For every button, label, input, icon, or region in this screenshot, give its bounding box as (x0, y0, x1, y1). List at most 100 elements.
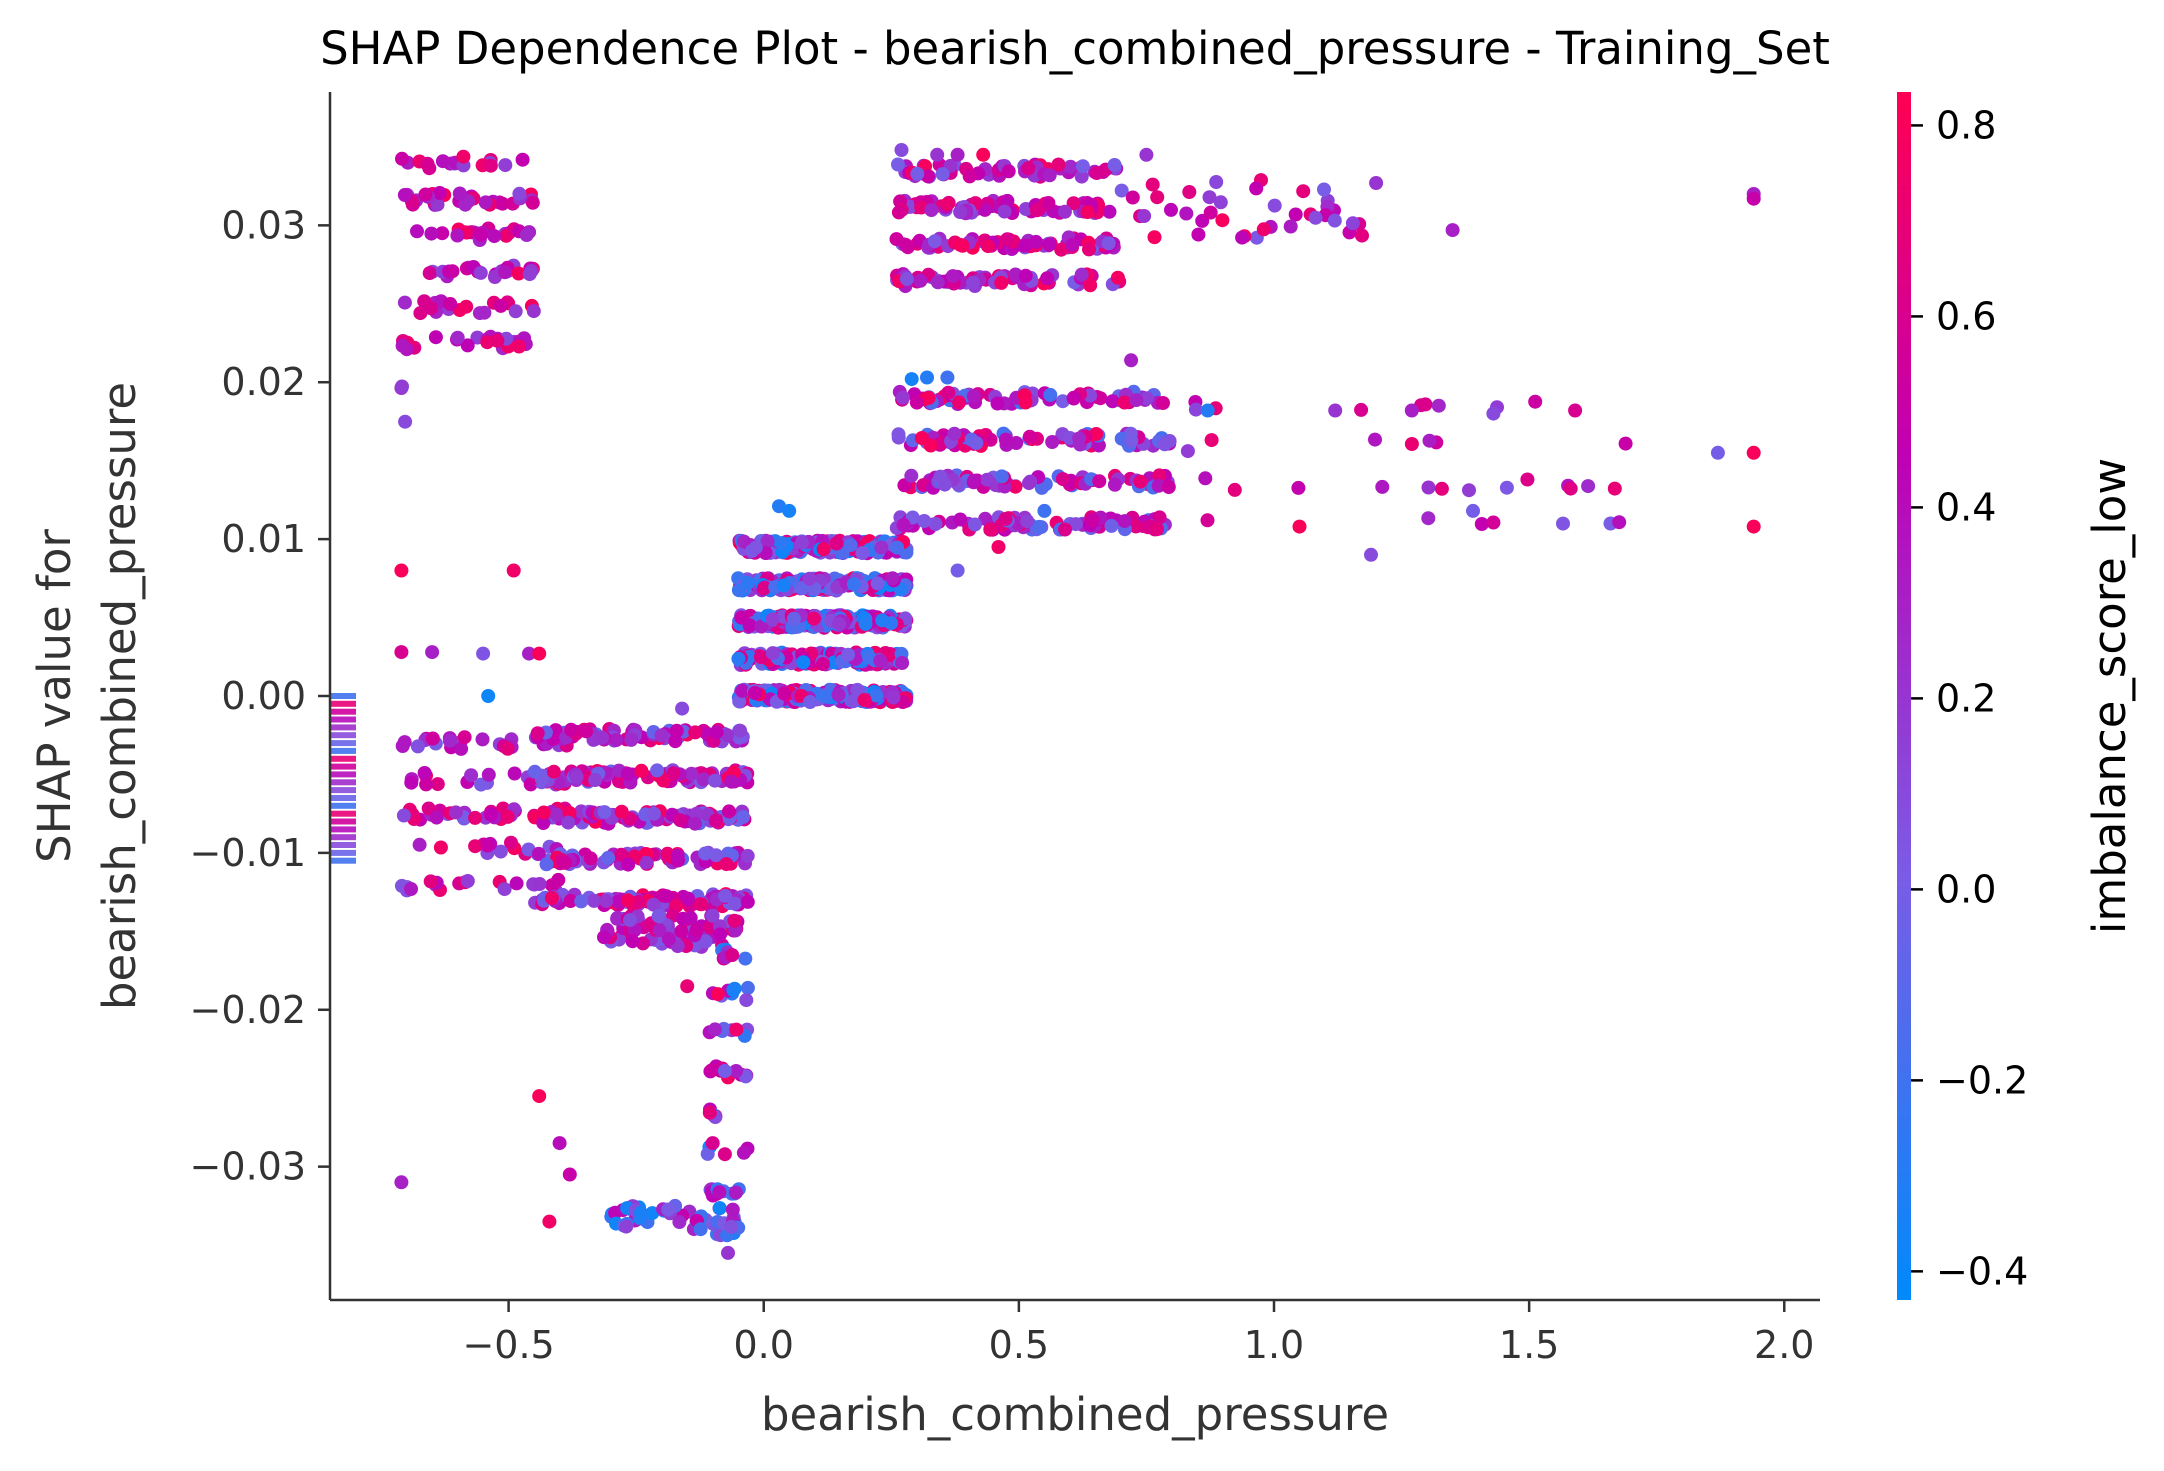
data-point-cluster-3 (583, 851, 598, 866)
data-point-cluster-6 (672, 1215, 687, 1229)
y-tick-label: −0.01 (190, 831, 306, 875)
data-point-cluster-0 (512, 339, 527, 354)
data-point-cluster-8 (1042, 237, 1057, 252)
data-point-cluster-9 (1249, 181, 1264, 196)
data-point (425, 645, 440, 660)
data-point-cluster-9 (1283, 219, 1298, 234)
data-point-cluster-0 (511, 266, 526, 281)
data-point-cluster-7 (796, 655, 811, 670)
data-point-cluster-10 (1156, 396, 1170, 410)
data-point-cluster-3 (684, 766, 699, 781)
data-point-cluster-3 (588, 773, 603, 787)
data-point-cluster-3 (707, 773, 722, 788)
data-point-cluster-6 (725, 1202, 740, 1217)
data-point (1445, 223, 1460, 238)
data-point-cluster-2 (497, 882, 512, 897)
data-point-cluster-10 (1020, 514, 1035, 529)
data-point-cluster-2 (480, 838, 495, 853)
data-point-cluster-8 (921, 169, 935, 184)
data-point (532, 646, 547, 661)
data-point-cluster-8 (1057, 204, 1072, 219)
y-axis-label-line2: bearish_combined_pressure (93, 382, 146, 1010)
data-point-cluster-10 (1139, 391, 1154, 406)
data-point-cluster-4 (652, 923, 667, 938)
data-point-cluster-3 (681, 891, 696, 906)
data-point-cluster-8 (1063, 159, 1078, 174)
data-point-cluster-7 (760, 534, 775, 549)
data-point-cluster-7 (754, 619, 769, 634)
data-point-cluster-4 (610, 911, 625, 926)
data-point-cluster-7 (765, 646, 780, 661)
data-point-cluster-2 (500, 809, 515, 824)
data-point-cluster-7 (846, 694, 861, 709)
data-point-cluster-6 (724, 1219, 739, 1234)
data-point-cluster-4 (625, 934, 640, 949)
data-point-cluster-10 (896, 517, 911, 532)
data-point-cluster-11 (1188, 402, 1203, 417)
data-point-cluster-3 (669, 723, 684, 738)
data-point-cluster-8 (962, 169, 977, 184)
data-point-cluster-11 (1434, 481, 1449, 496)
nan-marker (330, 810, 356, 817)
data-point (552, 1136, 567, 1151)
data-point-cluster-3 (587, 893, 601, 908)
data-point-cluster-7 (818, 689, 833, 704)
data-point-cluster-3 (688, 816, 703, 831)
data-point-cluster-3 (720, 728, 735, 743)
data-point-cluster-0 (435, 154, 450, 169)
nan-marker (330, 787, 356, 794)
data-point (394, 1175, 409, 1190)
data-point-cluster-3 (601, 850, 616, 865)
data-point-cluster-10 (937, 477, 952, 492)
x-axis-label: bearish_combined_pressure (761, 1388, 1389, 1441)
data-point-cluster-2 (404, 882, 418, 896)
data-point-cluster-11 (1198, 471, 1213, 486)
data-point-cluster-2 (464, 768, 479, 783)
data-point-cluster-0 (418, 187, 433, 202)
data-point-cluster-10 (1104, 518, 1119, 533)
colorbar-ticks: −0.4 −0.2 0.0 0.2 0.4 0.6 0.8 (1911, 103, 2028, 1293)
data-point-cluster-4 (683, 910, 698, 925)
data-point-cluster-10 (941, 385, 956, 400)
x-tick-label: 1.5 (1499, 1323, 1559, 1367)
data-point-cluster-3 (709, 725, 724, 740)
data-point-cluster-0 (526, 304, 541, 319)
data-point-cluster-7 (816, 542, 831, 557)
data-point-cluster-3 (599, 893, 614, 908)
data-point-cluster-10 (1152, 510, 1167, 525)
data-point-cluster-11 (1421, 480, 1436, 495)
data-point (950, 147, 965, 162)
data-point-cluster-10 (1045, 435, 1060, 449)
data-point (1486, 406, 1501, 421)
data-point-cluster-3 (634, 763, 649, 778)
data-point-cluster-2 (504, 835, 518, 850)
data-point-cluster-0 (443, 297, 458, 311)
data-point-cluster-3 (620, 893, 635, 908)
data-point-cluster-2 (509, 876, 524, 891)
data-point-cluster-11 (1520, 472, 1535, 487)
data-point-cluster-3 (673, 813, 688, 828)
data-point-cluster-8 (1008, 267, 1023, 282)
data-point-cluster-8 (1029, 234, 1043, 249)
data-point-cluster-2 (430, 777, 445, 792)
data-point-cluster-10 (1008, 479, 1023, 494)
data-point-cluster-10 (947, 426, 962, 441)
data-point-cluster-4 (651, 909, 666, 924)
nan-marker (330, 834, 356, 841)
data-point-cluster-7 (742, 618, 757, 633)
data-point-cluster-10 (998, 512, 1013, 526)
data-point-cluster-2 (412, 837, 427, 852)
data-point-cluster-8 (1040, 271, 1055, 286)
data-point (940, 370, 955, 385)
data-point-cluster-9 (1345, 216, 1360, 231)
data-point-cluster-7 (890, 540, 905, 555)
data-point-cluster-2 (448, 805, 463, 820)
data-point-cluster-3 (659, 889, 674, 904)
colorbar-label: imbalance_score_low (2083, 458, 2136, 934)
data-point-cluster-10 (1085, 512, 1100, 527)
data-point-cluster-11 (1354, 402, 1369, 417)
y-tick-label: −0.02 (190, 988, 306, 1032)
data-point-cluster-8 (1074, 267, 1089, 282)
data-point (950, 563, 965, 578)
data-point-cluster-3 (668, 734, 683, 749)
